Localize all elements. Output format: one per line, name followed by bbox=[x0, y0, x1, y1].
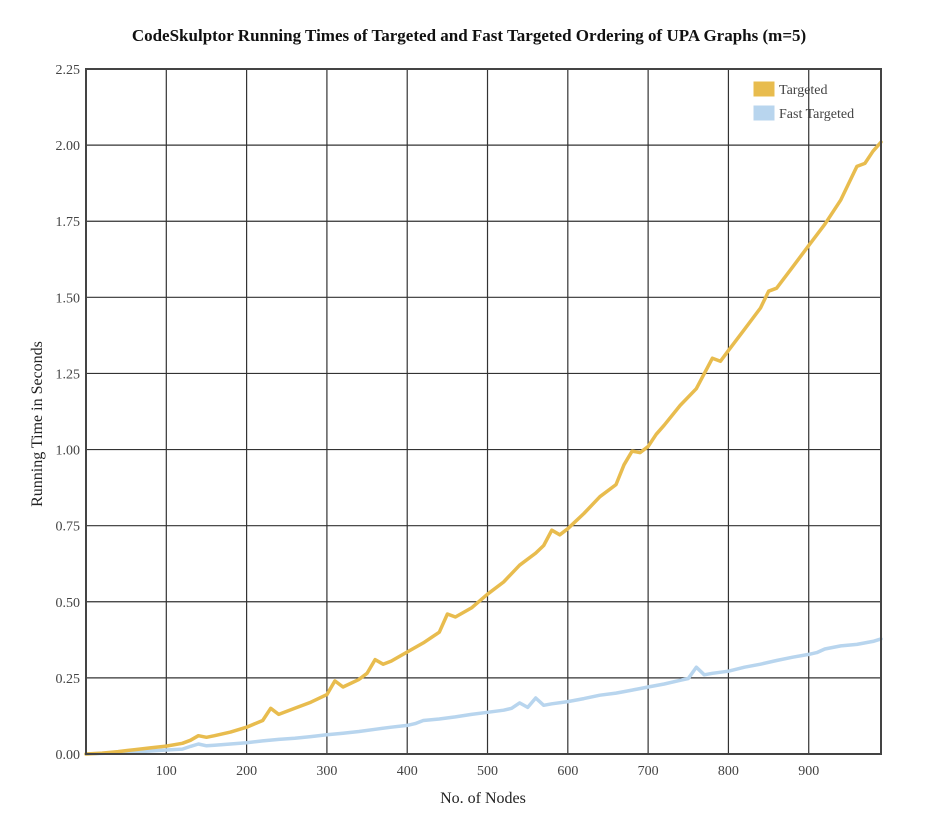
y-tick-label: 1.00 bbox=[56, 444, 81, 459]
x-tick-label: 800 bbox=[718, 764, 739, 779]
y-tick-label: 0.50 bbox=[56, 596, 81, 611]
x-tick-label: 100 bbox=[156, 764, 177, 779]
x-tick-label: 500 bbox=[477, 764, 498, 779]
series-line-fast-targeted bbox=[84, 637, 883, 756]
legend-label-targeted: Targeted bbox=[779, 83, 828, 98]
y-tick-label: 1.50 bbox=[56, 291, 81, 306]
series-lines bbox=[84, 140, 883, 756]
x-tick-label: 200 bbox=[236, 764, 257, 779]
y-tick-label: 2.25 bbox=[56, 63, 81, 78]
chart-title: CodeSkulptor Running Times of Targeted a… bbox=[132, 26, 806, 45]
legend-label-fast-targeted: Fast Targeted bbox=[779, 107, 854, 122]
legend: Targeted Fast Targeted bbox=[753, 81, 854, 122]
x-tick-label: 300 bbox=[316, 764, 337, 779]
y-axis-title: Running Time in Seconds bbox=[29, 341, 46, 507]
y-tick-label: 1.75 bbox=[56, 215, 81, 230]
grid bbox=[86, 68, 881, 755]
series-line-targeted bbox=[84, 140, 883, 756]
y-tick-label: 0.00 bbox=[56, 748, 81, 763]
legend-swatch-targeted bbox=[753, 81, 775, 97]
x-axis-ticks: 100 200 300 400 500 600 700 800 900 bbox=[156, 764, 819, 779]
x-tick-label: 600 bbox=[557, 764, 578, 779]
x-tick-label: 900 bbox=[798, 764, 819, 779]
legend-swatch-fast-targeted bbox=[753, 105, 775, 121]
y-tick-label: 1.25 bbox=[56, 367, 81, 382]
y-tick-label: 0.25 bbox=[56, 672, 81, 687]
x-tick-label: 400 bbox=[397, 764, 418, 779]
plot-frame bbox=[85, 68, 882, 755]
y-tick-label: 0.75 bbox=[56, 520, 81, 535]
x-axis-title: No. of Nodes bbox=[440, 790, 526, 807]
x-tick-label: 700 bbox=[638, 764, 659, 779]
y-tick-label: 2.00 bbox=[56, 139, 81, 154]
y-axis-ticks: 0.00 0.25 0.50 0.75 1.00 1.25 1.50 1.75 2.00 2.25 bbox=[56, 63, 81, 763]
